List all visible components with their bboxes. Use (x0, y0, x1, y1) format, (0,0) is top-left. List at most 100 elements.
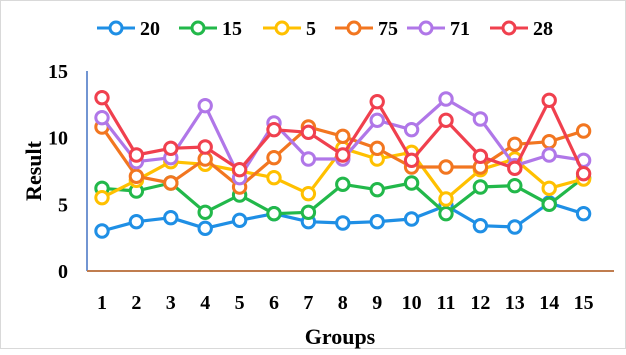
data-point (128, 213, 145, 230)
legend-item: 15 (179, 18, 242, 40)
data-point (197, 220, 213, 237)
data-point (369, 93, 385, 110)
legend-marker (190, 20, 206, 36)
legend-label: 15 (222, 18, 242, 40)
data-point (403, 121, 420, 138)
data-point (541, 133, 557, 150)
data-point (438, 205, 454, 222)
legend-label: 20 (140, 18, 160, 40)
data-point (266, 121, 282, 138)
data-point (128, 168, 145, 185)
data-point (300, 151, 317, 167)
x-tick-label: 12 (470, 292, 490, 314)
data-point (507, 160, 523, 177)
data-point (335, 176, 351, 193)
data-point (575, 123, 592, 139)
legend-marker (346, 20, 362, 36)
data-point (403, 175, 420, 191)
legend-item: 28 (490, 18, 553, 40)
legend-label: 71 (450, 18, 470, 40)
x-tick-label: 10 (402, 292, 422, 314)
legend-marker (108, 20, 124, 36)
legend-item: 75 (335, 18, 398, 40)
series-15 (94, 169, 592, 222)
y-axis-title: Result (21, 140, 46, 201)
data-point (507, 219, 523, 235)
x-tick-label: 5 (235, 292, 245, 314)
data-point (300, 185, 317, 202)
y-tick-label: 10 (48, 128, 68, 150)
data-point (472, 179, 489, 195)
series-lines (94, 89, 592, 239)
data-point (335, 147, 351, 163)
x-tick-label: 2 (131, 292, 141, 314)
data-point (266, 149, 282, 166)
data-point (335, 215, 351, 231)
data-point (266, 169, 282, 186)
x-axis-title: Groups (305, 324, 376, 349)
y-tick-label: 15 (48, 61, 68, 83)
legend-item: 5 (263, 18, 316, 40)
data-point (197, 204, 213, 221)
data-point (94, 189, 110, 206)
data-point (541, 92, 557, 109)
x-tick-label: 3 (166, 292, 176, 314)
data-point (163, 175, 179, 191)
data-point (403, 211, 420, 227)
x-tick-label: 13 (505, 292, 525, 314)
data-point (266, 205, 282, 222)
legend-label: 75 (378, 18, 398, 40)
x-tick-label: 14 (539, 292, 559, 314)
data-point (197, 97, 213, 114)
legend-marker (274, 20, 290, 36)
data-point (541, 196, 557, 213)
data-point (438, 159, 454, 175)
data-point (231, 212, 248, 229)
data-point (438, 91, 454, 107)
y-tick-labels: 0 5 10 15 (48, 61, 68, 283)
data-point (575, 165, 592, 182)
data-point (300, 124, 317, 141)
data-point (94, 109, 110, 126)
data-point (197, 139, 213, 155)
x-tick-label: 8 (338, 292, 348, 314)
data-point (507, 136, 523, 153)
data-point (300, 204, 317, 221)
legend-item: 71 (407, 18, 470, 40)
data-point (541, 180, 557, 197)
legend-label: 28 (533, 18, 553, 40)
data-point (403, 152, 420, 169)
x-tick-label: 11 (437, 292, 456, 314)
data-point (438, 112, 454, 129)
data-point (94, 89, 110, 106)
x-tick-label: 4 (200, 292, 210, 314)
x-tick-labels: 1 2 3 4 5 6 7 8 9 10 11 12 13 14 15 (97, 292, 594, 314)
data-point (541, 147, 557, 163)
data-point (472, 148, 489, 165)
data-point (438, 191, 454, 207)
data-point (128, 147, 145, 163)
legend-label: 5 (306, 18, 316, 40)
data-point (369, 213, 385, 230)
data-point (575, 205, 592, 222)
data-point (163, 209, 179, 226)
legend-item: 20 (97, 18, 160, 40)
data-point (472, 217, 489, 234)
data-point (335, 128, 351, 145)
series-28 (94, 89, 592, 182)
data-point (369, 140, 385, 157)
data-point (163, 140, 179, 157)
x-tick-label: 6 (269, 292, 279, 314)
legend-marker (501, 20, 517, 36)
data-point (369, 112, 385, 129)
x-tick-label: 15 (574, 292, 594, 314)
data-point (507, 177, 523, 194)
x-tick-label: 1 (97, 292, 107, 314)
data-point (94, 223, 110, 239)
data-point (231, 161, 248, 178)
legend-marker (418, 20, 434, 36)
x-tick-label: 9 (372, 292, 382, 314)
data-point (472, 111, 489, 127)
